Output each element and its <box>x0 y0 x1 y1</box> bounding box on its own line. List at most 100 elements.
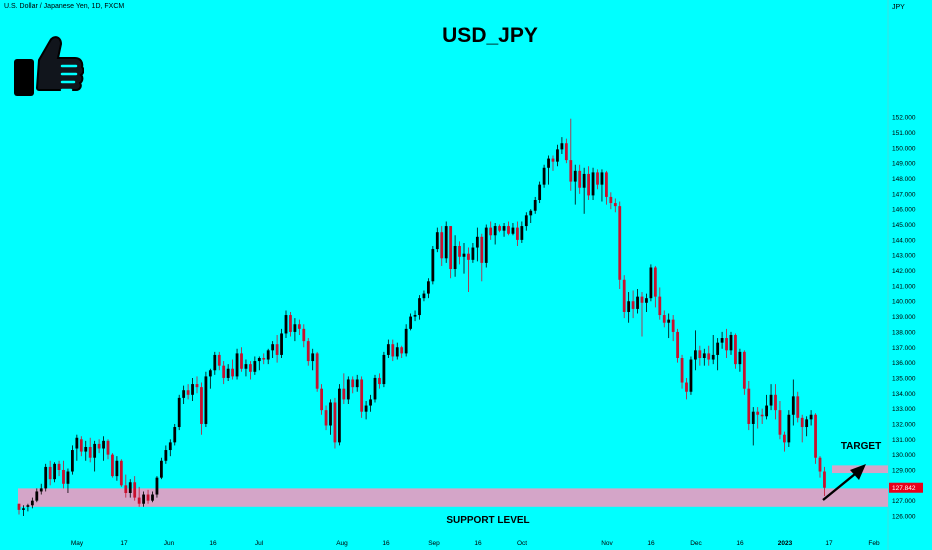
candle <box>698 345 702 366</box>
candle <box>231 359 234 380</box>
y-tick-label: 146.000 <box>892 207 916 214</box>
candle <box>53 462 56 483</box>
x-tick-label: Nov <box>601 540 613 547</box>
support-zone <box>18 488 888 507</box>
candle <box>271 341 275 358</box>
y-tick-label: 145.000 <box>892 222 916 229</box>
candle <box>694 330 697 371</box>
candle <box>613 198 617 213</box>
candle <box>133 476 137 501</box>
candle <box>689 356 693 395</box>
candle <box>778 400 782 440</box>
candle <box>351 376 355 394</box>
candle <box>66 468 70 493</box>
candle <box>440 226 444 266</box>
candle <box>805 416 809 437</box>
price-tag <box>889 482 923 493</box>
candle <box>560 137 564 154</box>
candle <box>364 400 368 420</box>
candle <box>823 466 826 497</box>
candle <box>115 456 119 481</box>
y-tick-label: 127.000 <box>892 498 916 505</box>
candle <box>765 394 768 420</box>
candle <box>355 374 359 392</box>
candle <box>289 311 292 337</box>
candle <box>516 221 519 247</box>
candle <box>262 353 266 365</box>
candle <box>711 334 715 365</box>
candle <box>511 223 515 236</box>
candle <box>725 328 728 358</box>
symbol-line: U.S. Dollar / Japanese Yen, 1D, FXCM <box>4 3 125 10</box>
candle <box>240 347 243 372</box>
candle <box>333 397 337 449</box>
x-tick-label: Dec <box>690 540 702 547</box>
candle <box>467 247 470 293</box>
candle <box>653 265 657 308</box>
candle <box>111 453 114 478</box>
candle <box>137 486 141 507</box>
candle <box>458 241 461 265</box>
candle <box>480 233 484 282</box>
candle <box>378 373 381 389</box>
candle <box>62 460 65 489</box>
candle <box>747 381 751 431</box>
candle <box>431 246 435 285</box>
candle <box>106 439 110 460</box>
candle <box>418 295 421 320</box>
x-tick-label: 16 <box>382 540 390 547</box>
candle <box>71 445 74 475</box>
candle <box>191 377 194 401</box>
y-tick-label: 148.000 <box>892 176 916 183</box>
candle <box>520 221 524 243</box>
arrow-icon <box>822 473 856 501</box>
candle <box>57 460 61 477</box>
x-tick-label: 16 <box>647 540 655 547</box>
candle <box>551 155 555 171</box>
x-tick-label: May <box>71 540 84 547</box>
y-tick-label: 141.000 <box>892 283 916 290</box>
candle <box>257 356 261 371</box>
candle <box>484 224 488 268</box>
candle <box>685 377 688 400</box>
candle <box>493 223 497 245</box>
candle <box>26 503 30 512</box>
candle <box>391 339 395 362</box>
candle <box>529 209 533 224</box>
candle <box>787 410 791 447</box>
candle <box>631 290 635 319</box>
candle <box>662 310 666 328</box>
candle <box>39 483 43 495</box>
y-tick-label: 147.000 <box>892 191 916 198</box>
candle <box>409 313 412 331</box>
y-tick-label: 126.000 <box>892 514 916 521</box>
candle <box>386 339 390 358</box>
candle <box>293 318 297 342</box>
candle <box>311 348 315 371</box>
candle <box>342 373 346 405</box>
candle <box>182 385 186 405</box>
x-tick-label: 2023 <box>778 540 793 547</box>
candle <box>791 379 795 426</box>
candle <box>84 440 88 461</box>
candle <box>435 227 439 253</box>
x-tick-label: Aug <box>336 540 348 547</box>
x-tick-label: Oct <box>517 540 527 547</box>
candle <box>217 351 221 371</box>
candle <box>128 479 132 498</box>
candle <box>329 399 332 435</box>
candle <box>195 376 199 394</box>
candle <box>75 434 79 461</box>
candle <box>564 138 568 164</box>
candle <box>200 382 203 435</box>
candle <box>453 235 457 277</box>
candle <box>315 351 319 392</box>
candle <box>400 345 404 358</box>
candle <box>44 463 48 492</box>
candle <box>427 278 430 299</box>
candle <box>151 491 154 503</box>
candle <box>658 287 662 320</box>
candle <box>266 348 270 365</box>
candle <box>547 155 550 185</box>
